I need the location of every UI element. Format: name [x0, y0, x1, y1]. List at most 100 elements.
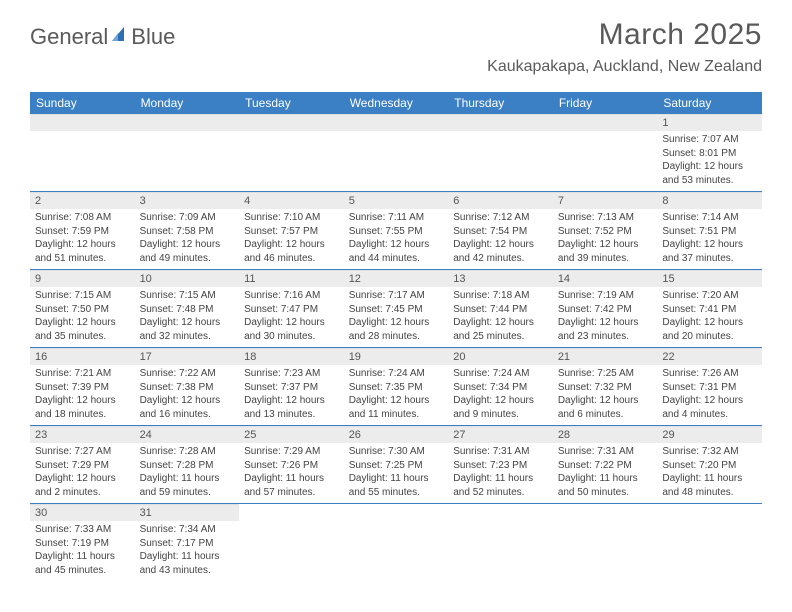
calendar-cell: 3Sunrise: 7:09 AMSunset: 7:58 PMDaylight…: [135, 192, 240, 270]
day-number: 3: [135, 192, 240, 209]
sunrise-line: Sunrise: 7:22 AM: [140, 367, 235, 381]
calendar-cell: [239, 504, 344, 582]
day-number: 31: [135, 504, 240, 521]
sunrise-line: Sunrise: 7:08 AM: [35, 211, 130, 225]
sunrise-line: Sunrise: 7:07 AM: [662, 133, 757, 147]
daylight-line-2: and 13 minutes.: [244, 408, 339, 422]
sunrise-line: Sunrise: 7:34 AM: [140, 523, 235, 537]
sunrise-line: Sunrise: 7:24 AM: [349, 367, 444, 381]
sunrise-line: Sunrise: 7:18 AM: [453, 289, 548, 303]
col-tuesday: Tuesday: [239, 92, 344, 114]
day-number: 27: [448, 426, 553, 443]
day-number: 20: [448, 348, 553, 365]
day-number: 30: [30, 504, 135, 521]
daylight-line-2: and 45 minutes.: [35, 564, 130, 578]
daylight-line-1: Daylight: 12 hours: [662, 394, 757, 408]
calendar-cell: 31Sunrise: 7:34 AMSunset: 7:17 PMDayligh…: [135, 504, 240, 582]
sunset-line: Sunset: 7:55 PM: [349, 225, 444, 239]
calendar-week-row: 9Sunrise: 7:15 AMSunset: 7:50 PMDaylight…: [30, 270, 762, 348]
empty-daynum: [30, 114, 135, 131]
sunrise-line: Sunrise: 7:26 AM: [662, 367, 757, 381]
calendar-cell: 28Sunrise: 7:31 AMSunset: 7:22 PMDayligh…: [553, 426, 658, 504]
col-monday: Monday: [135, 92, 240, 114]
sunset-line: Sunset: 7:52 PM: [558, 225, 653, 239]
location-label: Kaukapakapa, Auckland, New Zealand: [487, 58, 762, 76]
sunset-line: Sunset: 7:39 PM: [35, 381, 130, 395]
sunrise-line: Sunrise: 7:31 AM: [453, 445, 548, 459]
daylight-line-2: and 6 minutes.: [558, 408, 653, 422]
sunset-line: Sunset: 7:51 PM: [662, 225, 757, 239]
calendar-cell: 7Sunrise: 7:13 AMSunset: 7:52 PMDaylight…: [553, 192, 658, 270]
sunset-line: Sunset: 7:48 PM: [140, 303, 235, 317]
col-sunday: Sunday: [30, 92, 135, 114]
daylight-line-1: Daylight: 12 hours: [35, 316, 130, 330]
day-detail: Sunrise: 7:24 AMSunset: 7:35 PMDaylight:…: [344, 365, 449, 425]
calendar-cell: 11Sunrise: 7:16 AMSunset: 7:47 PMDayligh…: [239, 270, 344, 348]
sunrise-line: Sunrise: 7:25 AM: [558, 367, 653, 381]
day-detail: Sunrise: 7:22 AMSunset: 7:38 PMDaylight:…: [135, 365, 240, 425]
day-number: 14: [553, 270, 658, 287]
day-detail: Sunrise: 7:09 AMSunset: 7:58 PMDaylight:…: [135, 209, 240, 269]
daylight-line-2: and 35 minutes.: [35, 330, 130, 344]
daylight-line-1: Daylight: 11 hours: [349, 472, 444, 486]
day-number: 24: [135, 426, 240, 443]
col-thursday: Thursday: [448, 92, 553, 114]
sunset-line: Sunset: 7:26 PM: [244, 459, 339, 473]
col-friday: Friday: [553, 92, 658, 114]
calendar-cell: 17Sunrise: 7:22 AMSunset: 7:38 PMDayligh…: [135, 348, 240, 426]
sunrise-line: Sunrise: 7:24 AM: [453, 367, 548, 381]
daylight-line-2: and 55 minutes.: [349, 486, 444, 500]
daylight-line-1: Daylight: 12 hours: [349, 394, 444, 408]
calendar-cell: [448, 114, 553, 192]
calendar-week-row: 23Sunrise: 7:27 AMSunset: 7:29 PMDayligh…: [30, 426, 762, 504]
calendar-cell: 6Sunrise: 7:12 AMSunset: 7:54 PMDaylight…: [448, 192, 553, 270]
day-number: 26: [344, 426, 449, 443]
calendar-cell: 29Sunrise: 7:32 AMSunset: 7:20 PMDayligh…: [657, 426, 762, 504]
page-header: General Blue March 2025 Kaukapakapa, Auc…: [0, 0, 792, 82]
daylight-line-2: and 2 minutes.: [35, 486, 130, 500]
calendar-cell: 21Sunrise: 7:25 AMSunset: 7:32 PMDayligh…: [553, 348, 658, 426]
daylight-line-2: and 57 minutes.: [244, 486, 339, 500]
sunset-line: Sunset: 7:44 PM: [453, 303, 548, 317]
daylight-line-2: and 44 minutes.: [349, 252, 444, 266]
day-number: 5: [344, 192, 449, 209]
calendar-week-row: 1Sunrise: 7:07 AMSunset: 8:01 PMDaylight…: [30, 114, 762, 192]
daylight-line-1: Daylight: 12 hours: [453, 394, 548, 408]
daylight-line-1: Daylight: 11 hours: [662, 472, 757, 486]
day-detail: Sunrise: 7:29 AMSunset: 7:26 PMDaylight:…: [239, 443, 344, 503]
calendar-cell: 8Sunrise: 7:14 AMSunset: 7:51 PMDaylight…: [657, 192, 762, 270]
daylight-line-1: Daylight: 12 hours: [349, 238, 444, 252]
sunrise-line: Sunrise: 7:12 AM: [453, 211, 548, 225]
day-number: 18: [239, 348, 344, 365]
day-detail: Sunrise: 7:15 AMSunset: 7:48 PMDaylight:…: [135, 287, 240, 347]
calendar-cell: [239, 114, 344, 192]
calendar-cell: [135, 114, 240, 192]
daylight-line-1: Daylight: 12 hours: [35, 472, 130, 486]
daylight-line-2: and 23 minutes.: [558, 330, 653, 344]
sunrise-line: Sunrise: 7:31 AM: [558, 445, 653, 459]
sunrise-line: Sunrise: 7:15 AM: [140, 289, 235, 303]
day-detail: Sunrise: 7:17 AMSunset: 7:45 PMDaylight:…: [344, 287, 449, 347]
day-detail: Sunrise: 7:15 AMSunset: 7:50 PMDaylight:…: [30, 287, 135, 347]
daylight-line-1: Daylight: 12 hours: [244, 316, 339, 330]
calendar-cell: 27Sunrise: 7:31 AMSunset: 7:23 PMDayligh…: [448, 426, 553, 504]
daylight-line-2: and 53 minutes.: [662, 174, 757, 188]
day-detail: Sunrise: 7:12 AMSunset: 7:54 PMDaylight:…: [448, 209, 553, 269]
calendar-cell: 18Sunrise: 7:23 AMSunset: 7:37 PMDayligh…: [239, 348, 344, 426]
sunrise-line: Sunrise: 7:09 AM: [140, 211, 235, 225]
sunrise-line: Sunrise: 7:11 AM: [349, 211, 444, 225]
day-detail: Sunrise: 7:23 AMSunset: 7:37 PMDaylight:…: [239, 365, 344, 425]
day-detail: Sunrise: 7:27 AMSunset: 7:29 PMDaylight:…: [30, 443, 135, 503]
day-detail: Sunrise: 7:31 AMSunset: 7:23 PMDaylight:…: [448, 443, 553, 503]
sunrise-line: Sunrise: 7:17 AM: [349, 289, 444, 303]
daylight-line-1: Daylight: 12 hours: [662, 160, 757, 174]
logo: General Blue: [30, 24, 175, 50]
daylight-line-1: Daylight: 12 hours: [244, 394, 339, 408]
daylight-line-1: Daylight: 11 hours: [35, 550, 130, 564]
sunrise-line: Sunrise: 7:32 AM: [662, 445, 757, 459]
day-number: 2: [30, 192, 135, 209]
calendar-cell: [344, 114, 449, 192]
day-number: 17: [135, 348, 240, 365]
daylight-line-1: Daylight: 12 hours: [140, 394, 235, 408]
sunrise-line: Sunrise: 7:33 AM: [35, 523, 130, 537]
